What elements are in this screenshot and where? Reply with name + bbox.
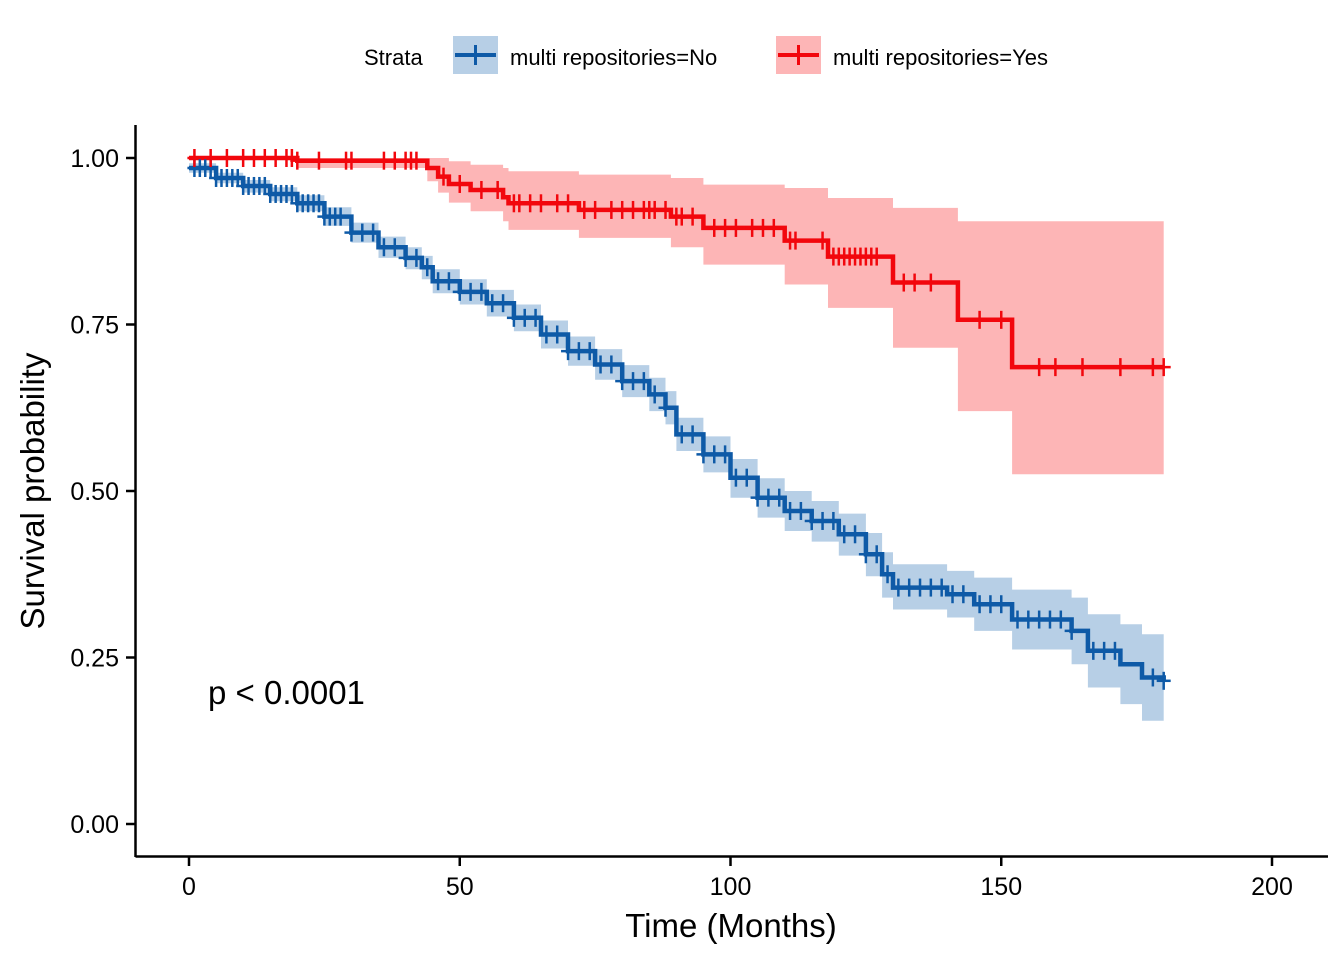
x-tick-label: 50	[446, 873, 474, 901]
y-tick-label: 0.25	[70, 645, 119, 673]
confidence-band-yes	[189, 158, 1164, 475]
y-tick-label: 1.00	[70, 145, 119, 173]
axes	[134, 125, 1328, 858]
x-tick-label: 100	[710, 873, 752, 901]
censor-marks-yes	[187, 149, 1171, 377]
y-axis-title: Survival probability	[14, 352, 51, 629]
legend: Strata multi repositories=No multi repos…	[364, 36, 1048, 74]
x-tick-label: 200	[1251, 873, 1293, 901]
y-tick-label: 0.75	[70, 312, 119, 340]
y-axis-ticks: 0.00 0.25 0.50 0.75 1.00	[70, 145, 135, 839]
x-axis-title: Time (Months)	[625, 907, 836, 944]
legend-label-no: multi repositories=No	[510, 45, 717, 70]
survival-curve-yes	[189, 155, 1164, 370]
y-tick-label: 0.00	[70, 811, 119, 839]
x-tick-label: 0	[182, 873, 196, 901]
x-axis-ticks: 0 50 100 150 200	[182, 857, 1293, 901]
censor-marks-no	[187, 158, 1171, 690]
legend-item-yes: multi repositories=Yes	[776, 36, 1048, 74]
legend-label-yes: multi repositories=Yes	[833, 45, 1048, 70]
p-value-annotation: p < 0.0001	[208, 674, 365, 711]
legend-item-no: multi repositories=No	[453, 36, 717, 74]
x-tick-label: 150	[980, 873, 1022, 901]
censor-marks	[187, 149, 1171, 690]
y-tick-label: 0.50	[70, 478, 119, 506]
legend-title: Strata	[364, 45, 423, 70]
